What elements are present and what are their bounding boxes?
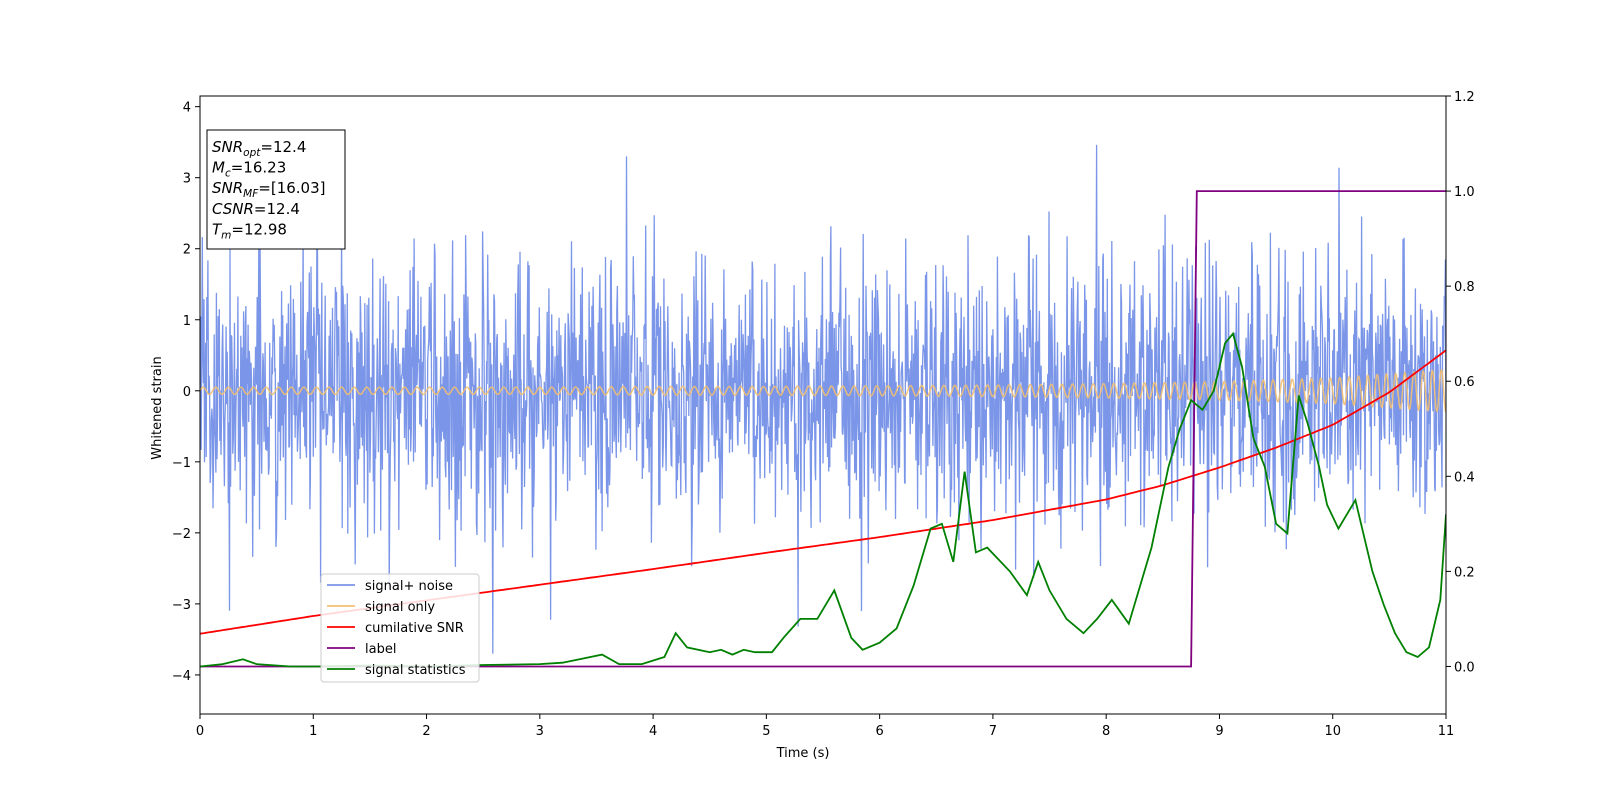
legend-entry: signal statistics [365, 663, 466, 678]
series-line-label [200, 190, 1446, 668]
y2-tick-label: 1.0 [1454, 185, 1475, 200]
legend-entry: signal+ noise [365, 579, 453, 594]
legend-entry: label [365, 642, 396, 657]
legend-entry: signal only [365, 600, 435, 615]
x-axis: 0 1 2 3 4 5 6 7 8 9 10 11 [196, 714, 1454, 739]
y-tick-label: 3 [183, 172, 191, 187]
y-tick-label: 1 [183, 314, 191, 329]
series-line-signal-noise [200, 144, 1446, 654]
y2-tick-label: 0.8 [1454, 280, 1475, 295]
y-axis-right: 0.0 0.2 0.4 0.6 0.8 1.0 1.2 [1446, 90, 1475, 675]
y-tick-label: −2 [172, 527, 191, 542]
x-tick-label: 11 [1438, 724, 1455, 739]
x-tick-label: 0 [196, 724, 204, 739]
x-axis-label: Time (s) [776, 746, 830, 761]
info-box-line: Mc=16.23 [212, 159, 286, 180]
y2-tick-label: 0.4 [1454, 470, 1475, 485]
info-box-line: Tm=12.98 [212, 220, 287, 241]
x-tick-label: 1 [309, 724, 317, 739]
y-tick-label: 0 [183, 385, 191, 400]
x-tick-label: 6 [875, 724, 883, 739]
y2-tick-label: 1.2 [1454, 90, 1475, 105]
y2-tick-label: 0.2 [1454, 565, 1475, 580]
series-line-signal-only [200, 368, 1446, 413]
info-box-line: SNRopt=12.4 [212, 138, 306, 159]
legend-entry: cumilative SNR [365, 621, 464, 636]
info-box-frame [206, 129, 346, 250]
y-axis-label: Whitened strain [150, 356, 165, 459]
info-box: SNRopt=12.4Mc=16.23SNRMF=[16.03]CSNR=12.… [206, 129, 346, 250]
y-tick-label: −1 [172, 456, 191, 471]
legend: signal+ noise signal only cumilative SNR la… [320, 573, 480, 683]
x-tick-label: 4 [649, 724, 657, 739]
x-tick-label: 5 [762, 724, 770, 739]
x-tick-label: 10 [1324, 724, 1341, 739]
x-tick-label: 8 [1102, 724, 1110, 739]
x-tick-label: 2 [422, 724, 430, 739]
y2-tick-label: 0.0 [1454, 660, 1475, 675]
legend-frame [320, 573, 480, 683]
y-tick-label: −3 [172, 598, 191, 613]
y-tick-label: 2 [183, 243, 191, 258]
y2-tick-label: 0.6 [1454, 375, 1475, 390]
y-tick-label: 4 [183, 101, 191, 116]
y-axis-left: −4 −3 −2 −1 0 1 2 3 4 [172, 101, 200, 684]
axes-border [199, 95, 1447, 715]
series-line-signal-statistics [200, 331, 1446, 668]
x-tick-label: 3 [536, 724, 544, 739]
info-box-line: SNRMF=[16.03] [212, 179, 326, 200]
axes-frame [199, 95, 1447, 715]
x-tick-label: 7 [989, 724, 997, 739]
x-tick-label: 9 [1215, 724, 1223, 739]
info-box-line: CSNR=12.4 [212, 200, 300, 218]
y-tick-label: −4 [172, 669, 191, 684]
